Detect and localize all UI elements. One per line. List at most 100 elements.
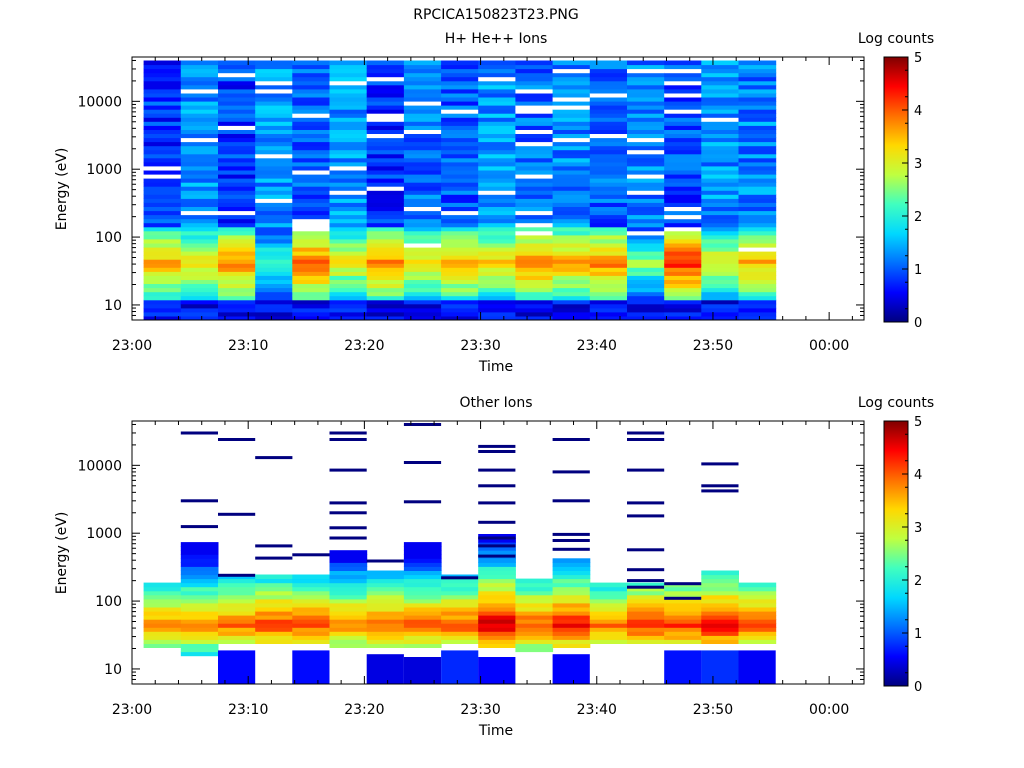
- heatmap-cell: [515, 137, 554, 143]
- heatmap-cell: [255, 125, 293, 130]
- heatmap-cell: [143, 279, 182, 284]
- heatmap-cell: [701, 275, 739, 280]
- heatmap-cell: [552, 275, 591, 280]
- x-tick-label: 00:00: [809, 338, 849, 354]
- heatmap-cell: [627, 303, 665, 309]
- heatmap-cell: [664, 145, 702, 151]
- heatmap-cell: [329, 101, 368, 106]
- heatmap-line: [255, 544, 293, 548]
- heatmap-cell: [738, 186, 777, 191]
- heatmap-cell: [329, 558, 368, 563]
- heatmap-cell: [515, 619, 554, 624]
- heatmap-cell: [627, 72, 665, 78]
- heatmap-cell: [143, 315, 182, 321]
- heatmap-cell: [143, 234, 182, 240]
- heatmap-cell: [366, 141, 405, 147]
- heatmap-cell: [366, 315, 405, 321]
- heatmap-cell: [329, 64, 368, 70]
- heatmap-cell: [143, 92, 182, 98]
- heatmap-cell: [292, 631, 330, 636]
- heatmap-cell: [478, 598, 516, 604]
- heatmap-cell: [627, 101, 665, 106]
- heatmap-cell: [627, 635, 665, 640]
- heatmap-cell: [218, 283, 256, 289]
- heatmap-cell: [552, 247, 591, 252]
- heatmap-cell: [441, 271, 479, 276]
- heatmap-cell: [329, 291, 368, 297]
- heatmap-cell: [552, 615, 591, 620]
- heatmap-cell: [441, 72, 479, 78]
- heatmap-line: [329, 536, 367, 540]
- heatmap-cell: [627, 631, 665, 636]
- heatmap-cell: [441, 133, 479, 139]
- heatmap-cell: [329, 84, 368, 90]
- x-axis: 23:00 23:10 23:20 23:30 23:40 23:50 00:00: [112, 57, 853, 354]
- heatmap-cell: [403, 307, 442, 313]
- heatmap-cell: [552, 202, 591, 207]
- heatmap-cell: [403, 299, 442, 305]
- heatmap-cell: [589, 247, 628, 252]
- heatmap-cell: [366, 607, 405, 612]
- heatmap-cell: [738, 650, 776, 684]
- heatmap-cell: [441, 259, 479, 264]
- heatmap-cell: [552, 149, 591, 155]
- heatmap-cell: [738, 214, 777, 220]
- heatmap-cell: [478, 121, 516, 126]
- heatmap-cell: [627, 263, 665, 268]
- heatmap-cell: [738, 307, 777, 313]
- heatmap-cell: [218, 287, 256, 293]
- heatmap-cell: [478, 234, 516, 240]
- heatmap-cell: [292, 615, 330, 620]
- heatmap-cell: [218, 631, 256, 636]
- heatmap-cell: [255, 64, 293, 70]
- heatmap-line: [664, 582, 702, 586]
- heatmap-cell: [627, 611, 665, 616]
- heatmap-cell: [218, 64, 256, 70]
- heatmap-cell: [403, 101, 442, 106]
- heatmap-cell: [478, 542, 516, 547]
- heatmap-cell: [664, 311, 702, 317]
- heatmap-cell: [589, 615, 628, 620]
- heatmap-cell: [552, 639, 591, 644]
- heatmap-cell: [552, 558, 591, 563]
- heatmap-cell: [403, 80, 442, 86]
- heatmap-cell: [143, 586, 182, 592]
- heatmap-cell: [292, 303, 330, 309]
- heatmap-cell: [515, 267, 554, 272]
- heatmap-cell: [329, 259, 368, 264]
- heatmap-cell: [255, 590, 293, 596]
- heatmap-cell: [218, 578, 256, 584]
- heatmap-cell: [701, 307, 739, 313]
- heatmap-cell: [255, 214, 293, 220]
- heatmap-cell: [441, 141, 479, 147]
- heatmap-cell: [292, 72, 330, 78]
- heatmap-cell: [143, 214, 182, 220]
- heatmap-cell: [701, 279, 739, 284]
- heatmap-cell: [664, 602, 702, 608]
- heatmap-cell: [589, 275, 628, 280]
- heatmap-cell: [255, 582, 293, 588]
- heatmap-cell: [329, 243, 368, 248]
- heatmap-cell: [589, 68, 628, 74]
- heatmap-cell: [329, 303, 368, 309]
- heatmap-cell: [255, 574, 293, 580]
- heatmap-cell: [366, 243, 405, 248]
- heatmap-cell: [403, 287, 442, 293]
- heatmap-cell: [329, 586, 368, 592]
- heatmap-cell: [180, 271, 219, 276]
- heatmap-cell: [143, 84, 182, 90]
- heatmap-line: [478, 444, 516, 448]
- heatmap-cell: [589, 165, 628, 171]
- heatmap-cell: [627, 230, 665, 236]
- heatmap-cell: [552, 117, 591, 122]
- heatmap-cell: [218, 291, 256, 297]
- heatmap-cell: [403, 178, 442, 183]
- heatmap-cell: [292, 149, 330, 155]
- heatmap-cell: [180, 243, 219, 248]
- heatmap-cell: [478, 607, 516, 612]
- heatmap-cell: [552, 631, 591, 636]
- heatmap-cell: [292, 650, 330, 684]
- heatmap-cell: [441, 214, 479, 220]
- heatmap-cell: [515, 291, 554, 297]
- heatmap-cell: [329, 311, 368, 317]
